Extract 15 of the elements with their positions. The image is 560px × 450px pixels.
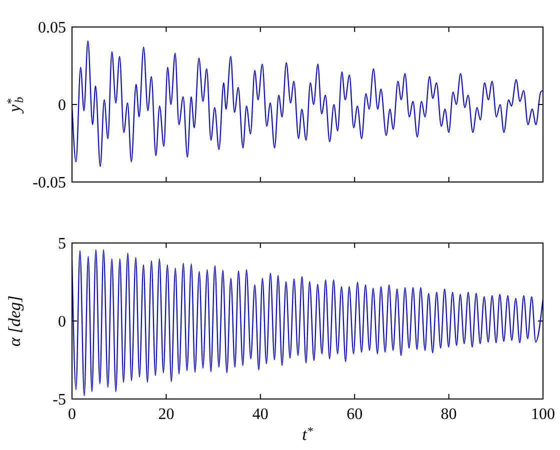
y-tick-label: -0.05 — [32, 174, 66, 192]
x-tick-label: 20 — [158, 406, 174, 423]
line-series — [72, 40, 543, 168]
y-tick-label: -5 — [52, 392, 66, 409]
x-tick-label: 60 — [346, 406, 363, 423]
y-tick-label: 0.05 — [38, 20, 66, 37]
x-tick-label: 40 — [252, 406, 268, 423]
y-tick-label: 0 — [58, 314, 66, 331]
y-tick-label: 5 — [58, 236, 66, 253]
line-series — [72, 249, 543, 396]
x-axis-title: t$^{*}$ — [302, 424, 313, 444]
x-tick-label: 100 — [531, 406, 555, 423]
y-tick-label: 0 — [58, 97, 66, 114]
x-tick-label: 80 — [440, 406, 457, 423]
y-axis-title: α [deg] — [5, 296, 24, 346]
